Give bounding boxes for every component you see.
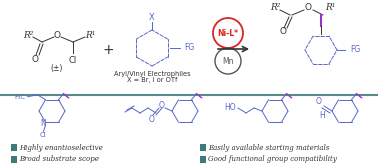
Text: Cl: Cl	[69, 56, 77, 65]
Text: Good functional group compatibility: Good functional group compatibility	[208, 155, 337, 163]
Text: Highly enantioselective: Highly enantioselective	[19, 144, 103, 152]
Text: X = Br, I or OTf: X = Br, I or OTf	[127, 77, 177, 83]
Bar	[200, 144, 206, 151]
Text: Easily available starting materials: Easily available starting materials	[208, 144, 330, 152]
Text: O: O	[279, 28, 287, 36]
Text: FG: FG	[184, 44, 194, 52]
Text: R¹: R¹	[85, 31, 95, 39]
Bar	[11, 144, 17, 151]
Text: H: H	[319, 112, 325, 120]
Text: +: +	[102, 43, 114, 57]
Text: O: O	[305, 3, 311, 11]
Text: FG: FG	[350, 46, 360, 54]
Text: R¹: R¹	[325, 3, 335, 11]
Bar	[200, 156, 206, 163]
Text: X: X	[149, 12, 155, 22]
Text: O: O	[31, 54, 39, 64]
Text: R²: R²	[270, 4, 280, 12]
Text: Aryl/Vinyl Electrophiles: Aryl/Vinyl Electrophiles	[114, 71, 190, 77]
Text: O: O	[149, 116, 155, 124]
Text: N: N	[40, 119, 46, 128]
Text: R²: R²	[23, 31, 33, 39]
Text: HO: HO	[224, 103, 236, 113]
Text: O: O	[54, 31, 60, 39]
Text: O: O	[159, 100, 165, 110]
Text: F₃C: F₃C	[14, 94, 25, 100]
Text: Ni-L*: Ni-L*	[217, 29, 239, 37]
Bar	[11, 156, 17, 163]
Text: Cl: Cl	[40, 132, 47, 138]
Text: O: O	[316, 97, 322, 107]
Text: (±): (±)	[51, 64, 63, 73]
Text: Broad substrate scope: Broad substrate scope	[19, 155, 99, 163]
Text: Mn: Mn	[222, 56, 234, 66]
